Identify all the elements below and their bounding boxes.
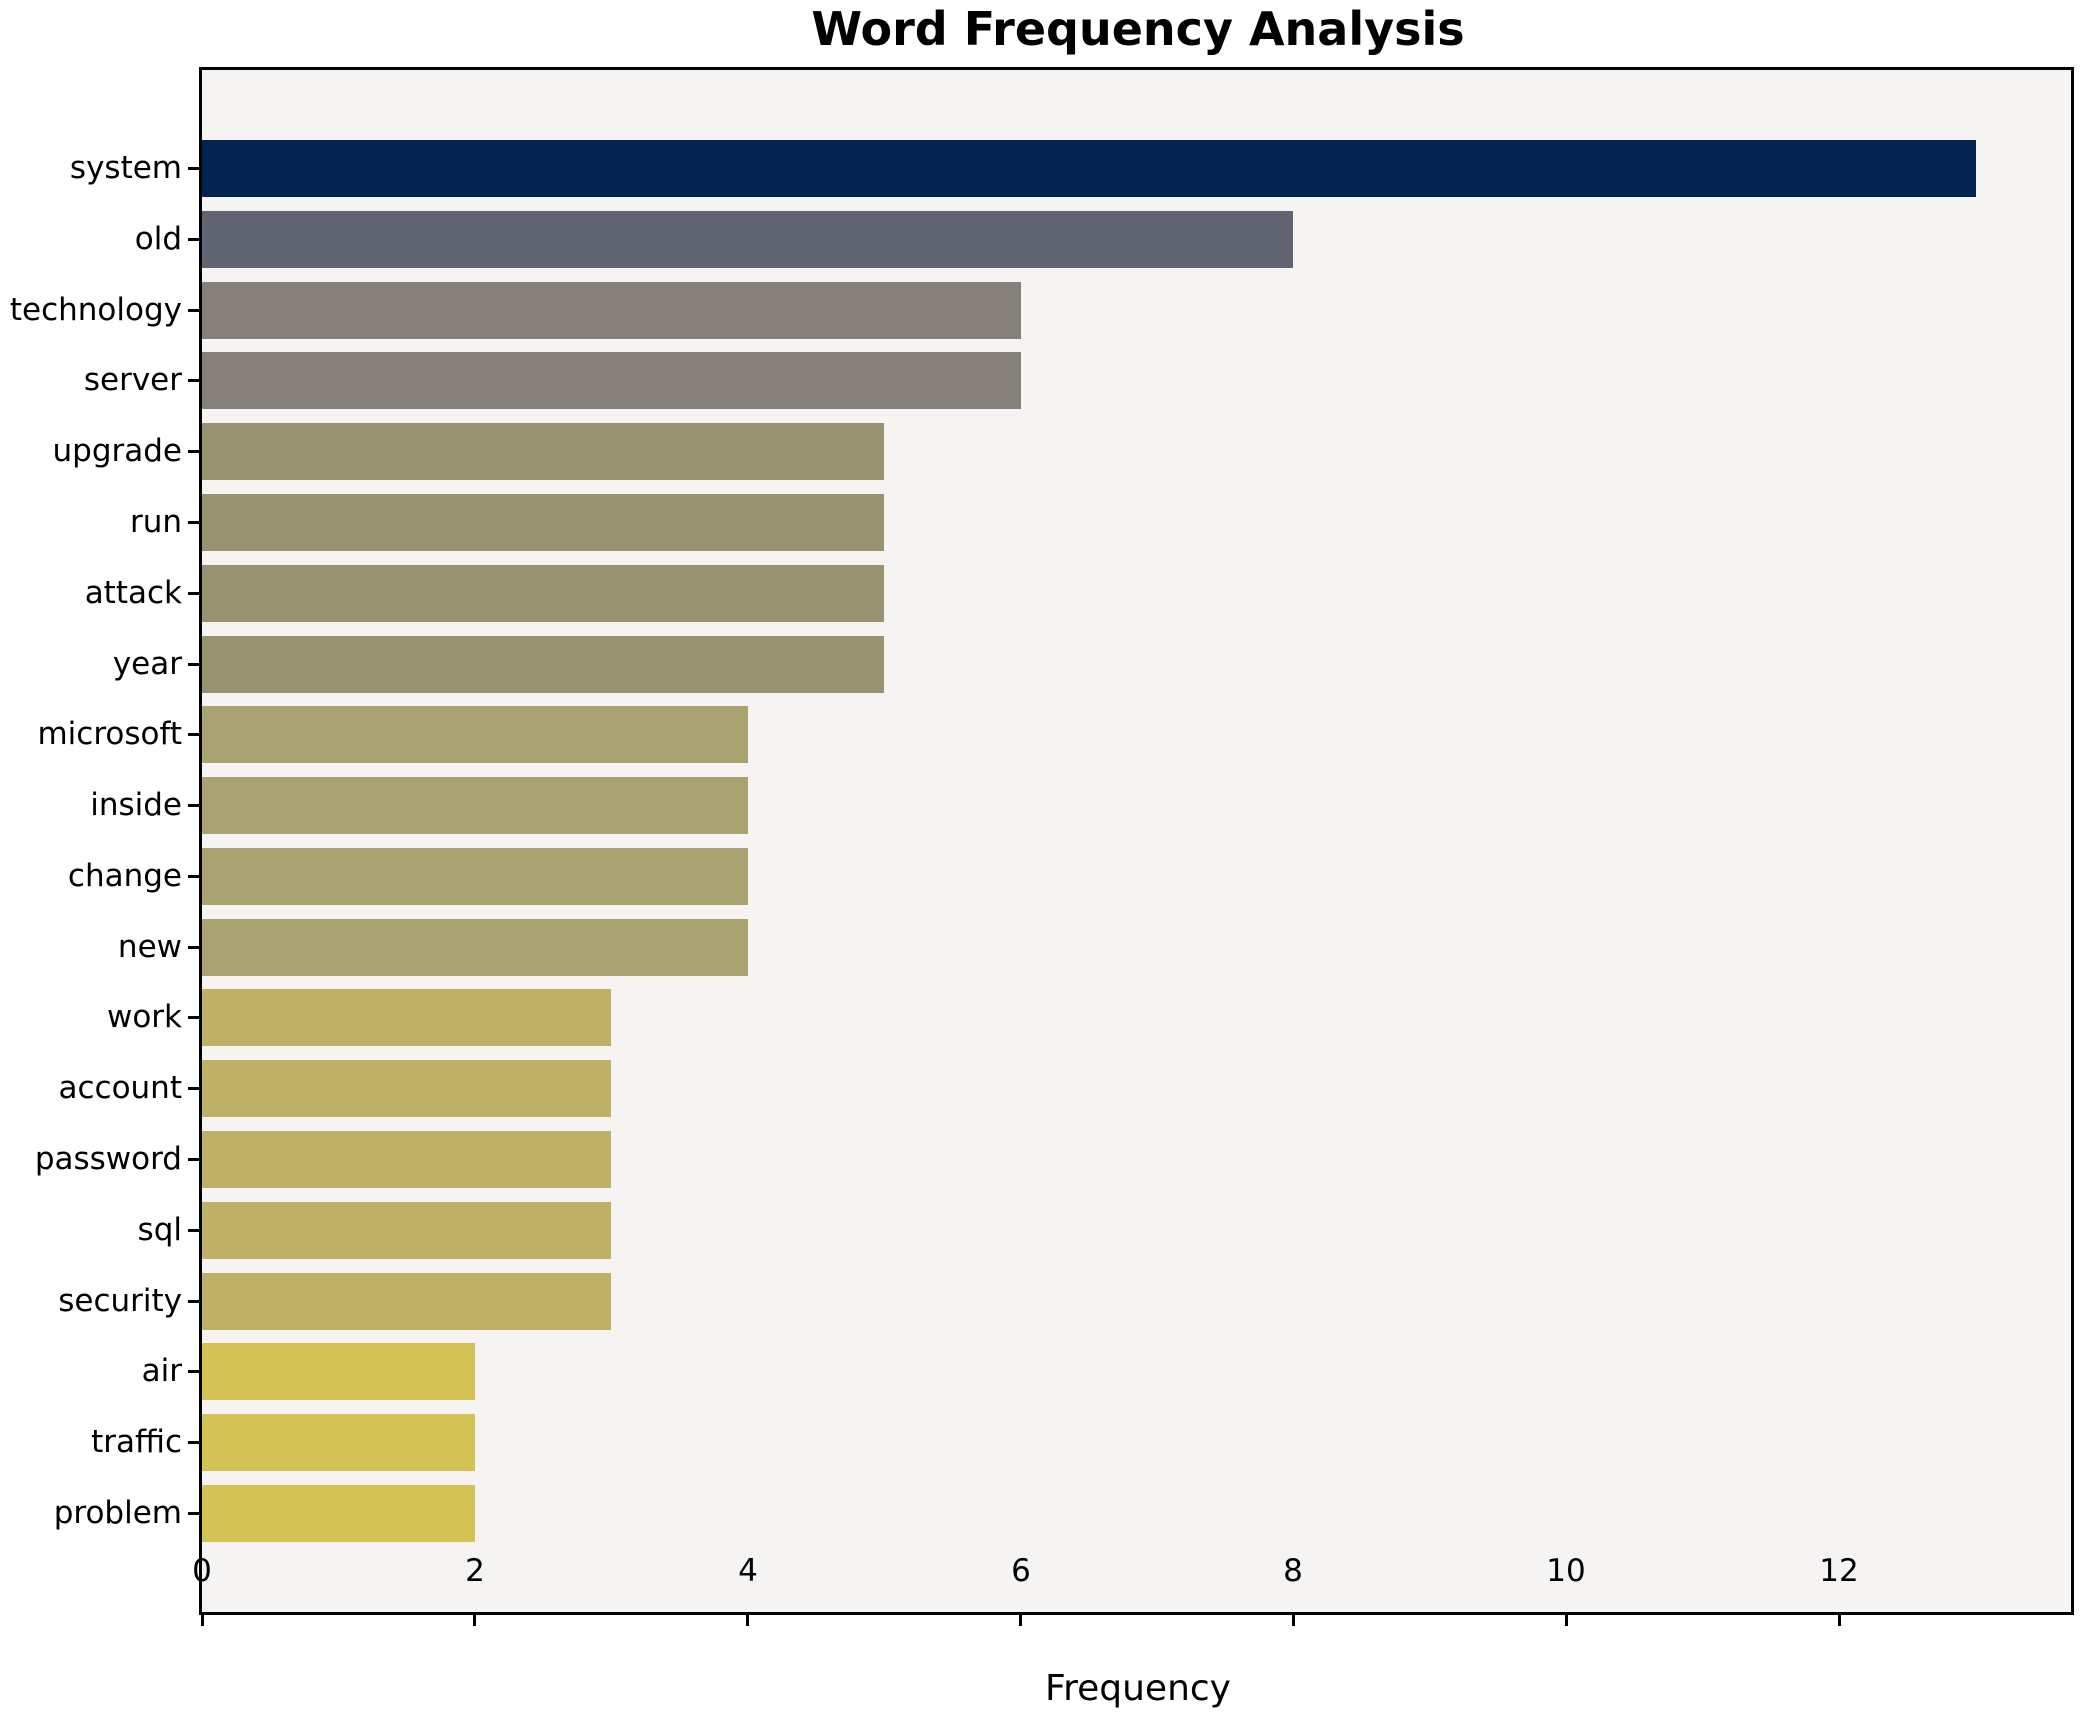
y-tick-label-upgrade: upgrade [52,433,183,469]
y-tick-label-work: work [106,999,182,1035]
x-axis-label: Frequency [1045,1668,1231,1709]
bar-year [202,636,884,693]
x-tick-mark [473,1615,476,1626]
y-tick-mark [188,1087,199,1090]
y-tick-label-inside: inside [90,787,182,823]
x-tick-label-6: 6 [1011,1553,1031,1589]
y-tick-label-problem: problem [53,1495,182,1531]
y-tick-label-old: old [134,221,182,257]
y-tick-mark [188,167,199,170]
x-tick-label-4: 4 [738,1553,758,1589]
x-tick-mark [1838,1615,1841,1626]
bar-upgrade [202,423,884,480]
y-tick-label-technology: technology [9,292,182,328]
x-tick-label-0: 0 [192,1553,212,1589]
y-tick-label-traffic: traffic [91,1424,182,1460]
y-tick-mark [188,804,199,807]
bar-technology [202,282,1021,339]
x-tick-label-8: 8 [1283,1553,1303,1589]
y-tick-mark [188,1158,199,1161]
y-tick-label-microsoft: microsoft [37,716,182,752]
y-tick-mark [188,1229,199,1232]
x-tick-mark [1019,1615,1022,1626]
y-tick-mark [188,521,199,524]
x-tick-label-12: 12 [1819,1553,1859,1589]
bar-microsoft [202,706,748,763]
y-tick-mark [188,1370,199,1373]
y-tick-label-security: security [58,1283,182,1319]
y-tick-label-new: new [117,929,182,965]
y-tick-mark [188,1441,199,1444]
y-tick-mark [188,592,199,595]
bar-old [202,211,1293,268]
y-tick-label-attack: attack [84,575,182,611]
bar-inside [202,777,748,834]
bar-work [202,989,611,1046]
y-tick-mark [188,1512,199,1515]
y-tick-label-run: run [129,504,182,540]
bar-traffic [202,1414,475,1471]
y-tick-mark [188,379,199,382]
y-tick-label-sql: sql [137,1212,182,1248]
bar-change [202,848,748,905]
x-tick-mark [201,1615,204,1626]
y-tick-mark [188,309,199,312]
y-tick-mark [188,1300,199,1303]
bar-sql [202,1202,611,1259]
bar-problem [202,1485,475,1542]
y-tick-mark [188,663,199,666]
y-tick-label-server: server [83,362,182,398]
y-tick-mark [188,875,199,878]
bar-account [202,1060,611,1117]
bar-system [202,140,1976,197]
y-tick-label-password: password [34,1141,182,1177]
y-tick-label-system: system [69,150,182,186]
bar-attack [202,565,884,622]
y-tick-mark [188,238,199,241]
axes-plot-area: system old technology server upgrade run attac… [10,67,2074,1626]
bar-run [202,494,884,551]
y-tick-mark [188,1016,199,1019]
bar-password [202,1131,611,1188]
y-tick-label-change: change [67,858,182,894]
y-tick-mark [188,450,199,453]
y-tick-label-air: air [141,1353,182,1389]
y-tick-label-account: account [58,1070,182,1106]
chart-title: Word Frequency Analysis [811,2,1465,56]
y-tick-mark [188,733,199,736]
x-tick-label-10: 10 [1546,1553,1586,1589]
bar-server [202,352,1021,409]
bar-air [202,1343,475,1400]
y-tick-label-year: year [112,646,182,682]
y-tick-mark [188,946,199,949]
bar-new [202,919,748,976]
x-tick-mark [1565,1615,1568,1626]
x-tick-label-2: 2 [465,1553,485,1589]
bar-security [202,1273,611,1330]
x-tick-mark [1292,1615,1295,1626]
x-tick-mark [746,1615,749,1626]
